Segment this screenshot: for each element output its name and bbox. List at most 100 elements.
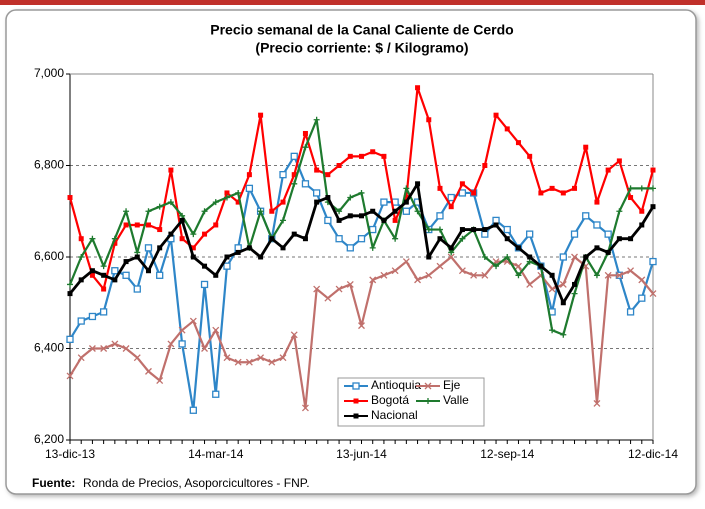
point: [178, 340, 186, 348]
point: [616, 158, 622, 164]
point: [447, 193, 455, 202]
point: [526, 258, 533, 265]
point: [392, 208, 398, 214]
point: [358, 189, 365, 196]
point: [570, 230, 579, 238]
point: [448, 245, 454, 251]
point: [112, 240, 118, 246]
point: [436, 226, 443, 233]
point: [493, 263, 500, 270]
point: [594, 199, 600, 205]
point: [133, 354, 141, 362]
point: [190, 231, 197, 238]
point: [392, 235, 399, 242]
point: [515, 272, 522, 279]
point: [560, 300, 566, 306]
point: [604, 230, 612, 238]
point: [369, 225, 377, 234]
point: [358, 322, 365, 330]
point: [549, 185, 555, 191]
point: [66, 372, 74, 380]
point: [627, 185, 634, 192]
point: [290, 331, 298, 339]
point: [122, 345, 130, 352]
legend: Antioquia Eje Bogotá Valle Nacional: [337, 377, 485, 427]
point: [571, 253, 578, 261]
legend-marker: [353, 413, 359, 419]
point: [280, 217, 287, 224]
point: [325, 172, 331, 178]
point: [549, 272, 555, 278]
point: [290, 152, 298, 161]
point: [156, 377, 164, 384]
point: [471, 227, 477, 233]
point: [101, 272, 107, 278]
point: [268, 358, 276, 366]
point: [335, 235, 343, 243]
point: [122, 271, 130, 279]
point: [224, 190, 230, 196]
point: [626, 308, 635, 316]
point: [347, 194, 354, 201]
point: [223, 262, 231, 270]
point: [168, 231, 174, 237]
point: [560, 190, 566, 196]
point: [111, 235, 118, 242]
point: [257, 208, 264, 215]
point: [583, 144, 589, 150]
point: [279, 170, 287, 179]
point: [381, 153, 387, 159]
point: [156, 271, 164, 279]
point: [459, 227, 465, 233]
point: [301, 404, 309, 412]
point: [78, 236, 84, 242]
point: [213, 222, 219, 228]
point: [134, 249, 141, 256]
point: [526, 230, 534, 238]
point: [313, 285, 321, 293]
point: [235, 189, 242, 196]
point: [134, 254, 140, 260]
point: [190, 254, 196, 260]
point: [179, 236, 185, 242]
y-tick-label: 6,400: [34, 341, 64, 355]
point: [269, 208, 275, 214]
point: [593, 272, 600, 279]
legend-marker: [353, 398, 359, 404]
point: [89, 272, 95, 278]
series: [67, 181, 656, 306]
point: [414, 208, 421, 215]
point: [89, 235, 96, 242]
point: [111, 267, 119, 275]
point: [100, 263, 107, 270]
point: [493, 112, 499, 118]
point: [324, 216, 332, 225]
point: [650, 185, 656, 192]
point: [101, 286, 107, 292]
point: [482, 227, 488, 233]
point: [347, 153, 353, 159]
point: [234, 358, 242, 366]
legend-label: Eje: [443, 378, 461, 392]
point: [212, 390, 220, 398]
point: [403, 195, 409, 201]
series: [67, 116, 656, 338]
point: [370, 208, 376, 214]
point: [335, 285, 343, 293]
point: [346, 280, 354, 288]
point: [336, 217, 342, 223]
point: [190, 245, 196, 251]
point: [380, 198, 388, 206]
point: [201, 208, 208, 215]
point: [594, 245, 600, 251]
point: [437, 236, 443, 242]
point: [112, 277, 118, 283]
x-tick-label: 13-dic-13: [45, 447, 95, 461]
point: [437, 185, 443, 191]
point: [649, 290, 657, 298]
point: [235, 199, 241, 205]
point: [157, 245, 163, 251]
point: [504, 236, 510, 242]
point: [481, 271, 489, 279]
